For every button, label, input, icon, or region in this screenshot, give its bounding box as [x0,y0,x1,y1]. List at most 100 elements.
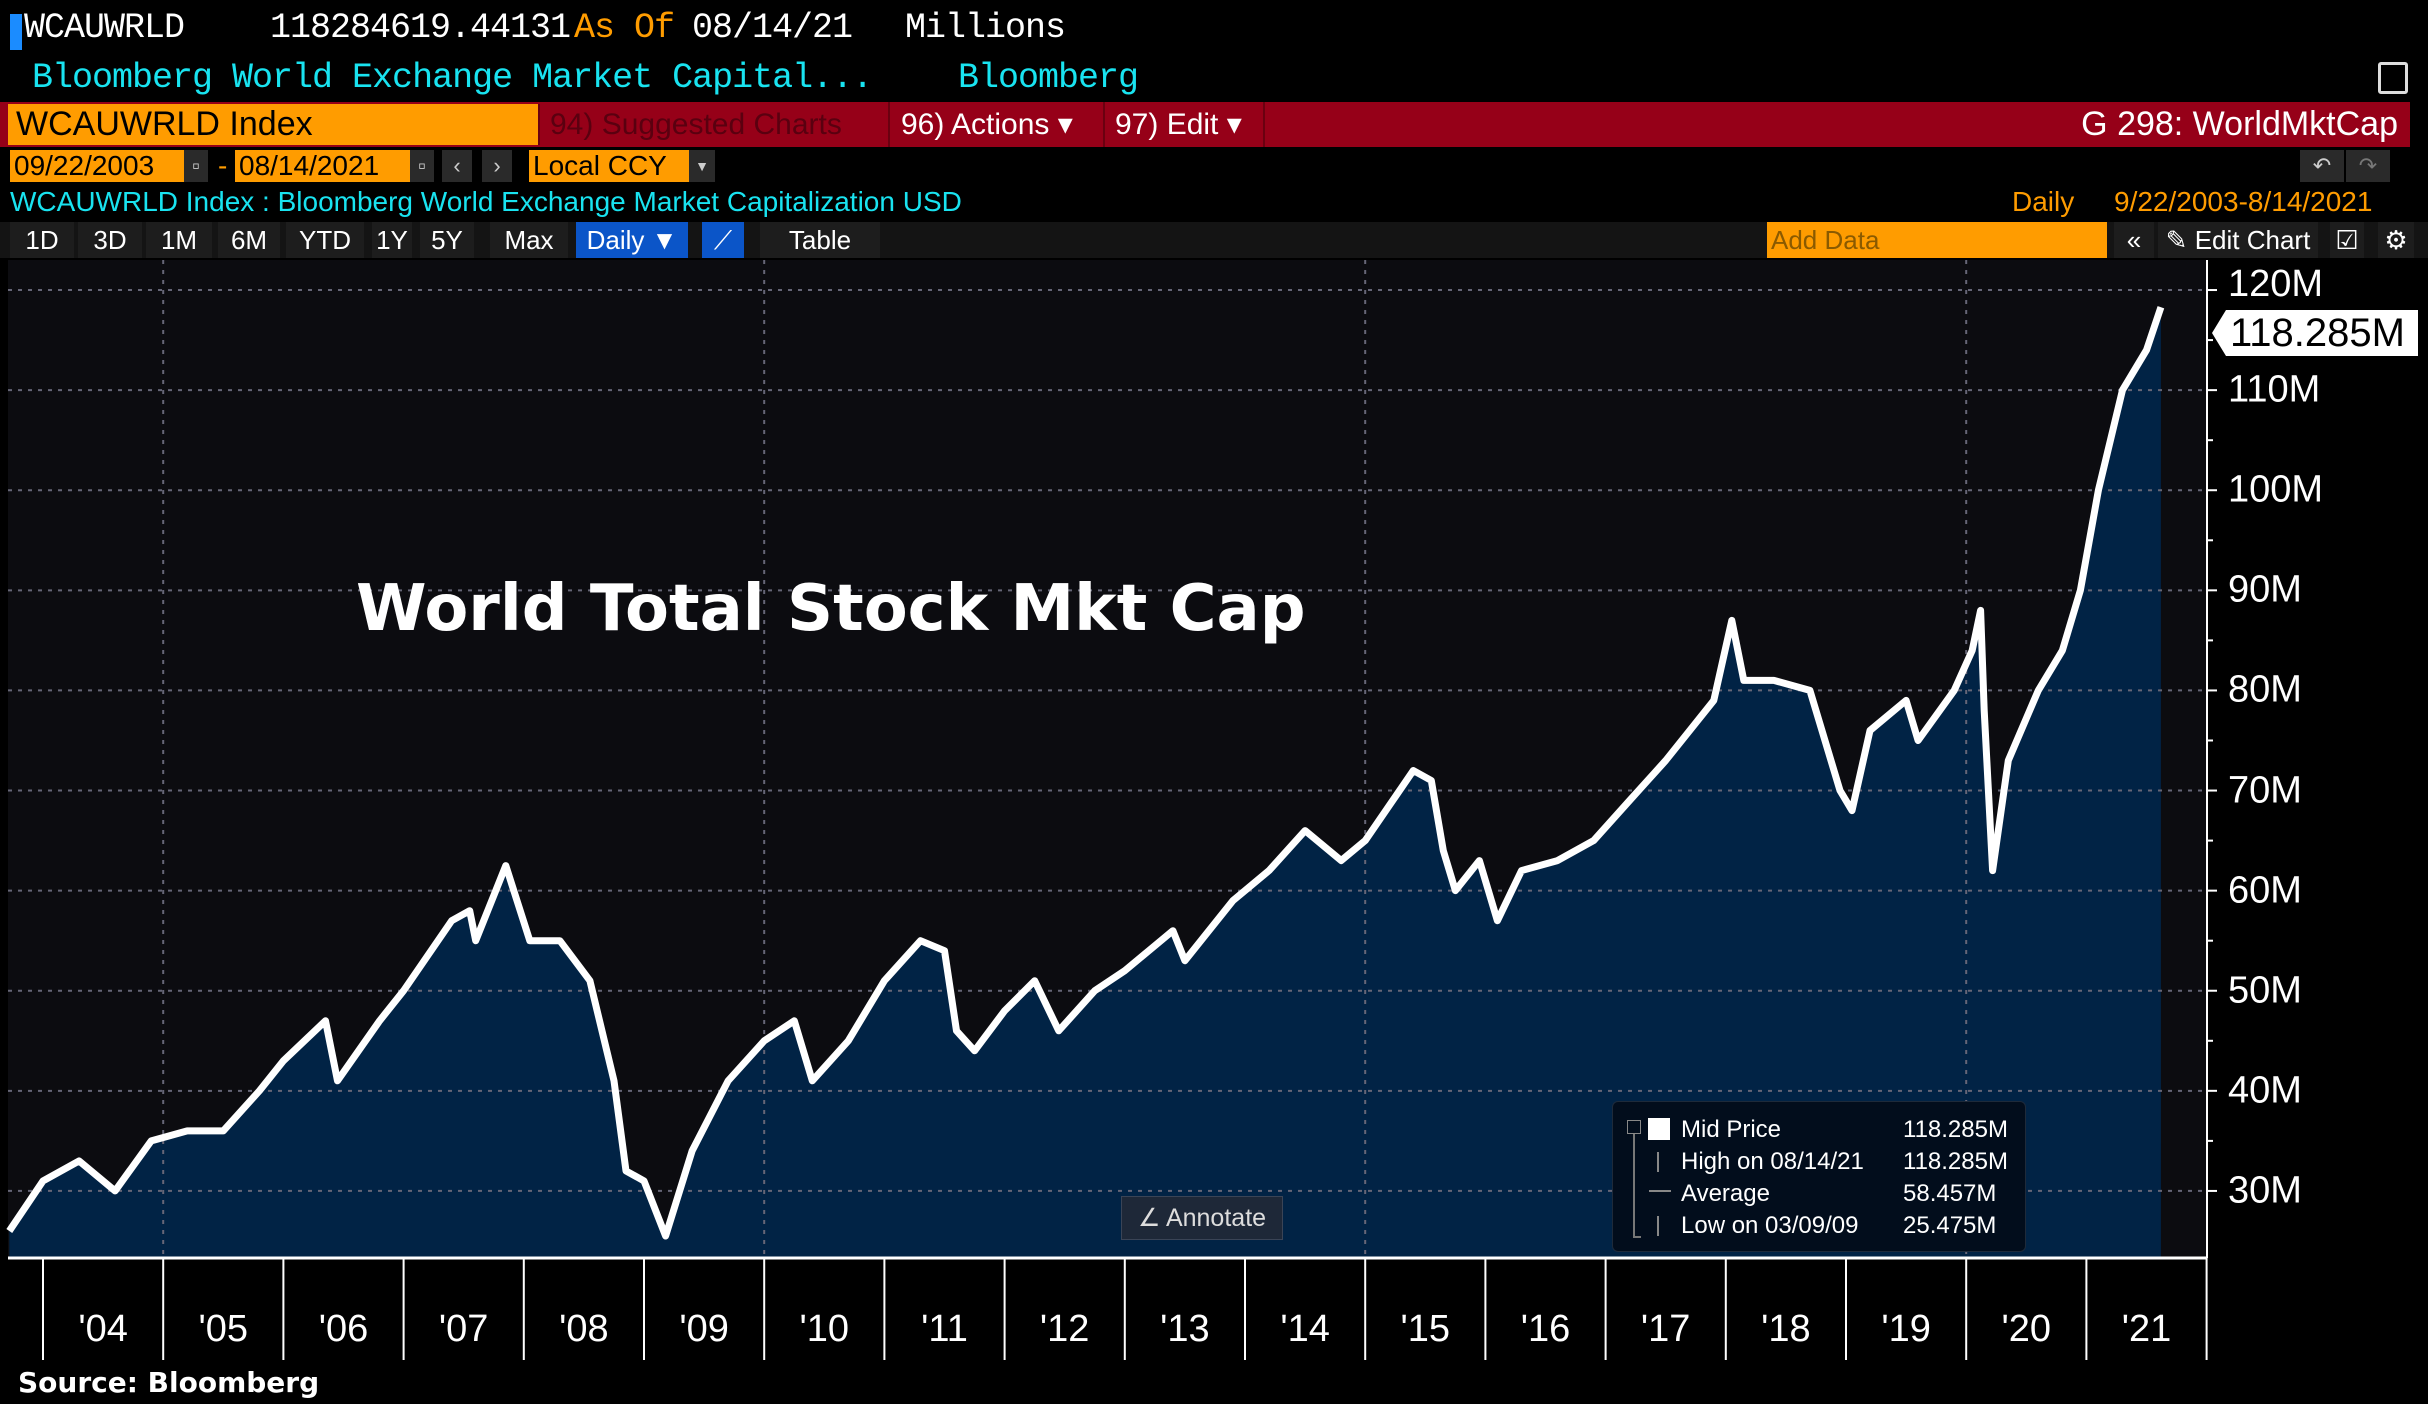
x-tick-label: '11 [921,1308,968,1350]
y-tick-label: 100M [2228,468,2324,511]
x-tick-label: '04 [78,1308,128,1350]
period-button-3d[interactable]: 3D [78,222,142,258]
popout-icon[interactable] [2378,62,2408,94]
date-separator: - [218,150,228,181]
collapse-icon[interactable]: « [2114,222,2154,258]
pencil-icon: ∠ [1137,1204,1161,1232]
period-button-1m[interactable]: 1M [146,222,212,258]
legend-value: 118.285M [1903,1148,2008,1175]
legend-value: 118.285M [1903,1116,2008,1143]
legend-label: Mid Price [1681,1116,1782,1143]
table-button[interactable]: Table [760,222,880,258]
frequency-label: Daily [2012,186,2075,217]
frequency-dropdown[interactable]: Daily ▼ [576,222,688,258]
x-tick-label: '16 [1520,1308,1571,1350]
x-tick-label: '07 [438,1308,489,1350]
y-tick-label: 110M [2228,368,2321,411]
legend-label: Low on 03/09/09 [1681,1212,1859,1239]
command-bar: WCAUWRLD Index 94) Suggested Charts 96) … [0,102,2410,147]
currency-dropdown-icon[interactable]: ▼ [689,150,715,182]
currency-select[interactable]: Local CCY [529,150,689,182]
pencil-icon: ✎ [2165,225,2188,255]
legend-value: 58.457M [1903,1180,1997,1207]
x-tick-label: '21 [2121,1308,2172,1350]
chart-subtitle: WCAUWRLD Index : Bloomberg World Exchang… [10,186,962,217]
y-tick-label: 40M [2228,1069,2302,1112]
y-tick-label: 70M [2228,769,2302,812]
as-of-date: 08/14/21 [692,8,853,48]
redo-button[interactable]: ↷ [2346,150,2390,182]
range-label: 9/22/2003-8/14/2021 [2114,186,2373,217]
footer-source: Source: Bloomberg [18,1366,320,1399]
y-tick-label: 120M [2228,263,2324,305]
x-tick-label: '10 [799,1308,850,1350]
y-tick-label: 90M [2228,568,2302,611]
high-icon [1657,1152,1659,1172]
chart [6,260,2217,1360]
period-button-1y[interactable]: 1Y [372,222,412,258]
chart-type-icon[interactable]: ⟋ [702,222,744,258]
period-button-ytd[interactable]: YTD [286,222,364,258]
period-button-1d[interactable]: 1D [10,222,74,258]
security-field[interactable]: WCAUWRLD Index [8,104,540,145]
units: Millions [905,8,1066,48]
x-tick-label: '20 [2001,1308,2052,1350]
next-period-button[interactable]: › [482,150,512,182]
legend: Mid Price 118.285M High on 08/14/21 118.… [1612,1101,2026,1252]
series-line [6,306,2165,1240]
ticker: WCAUWRLD [24,8,185,48]
low-icon [1657,1216,1659,1236]
source-name: Bloomberg [958,58,1139,98]
legend-value: 25.475M [1903,1212,1997,1239]
x-tick-label: '15 [1400,1308,1451,1350]
calendar-icon[interactable]: ▫ [410,150,434,182]
y-tick-label: 80M [2228,668,2302,711]
actions-button[interactable]: 96) Actions ▾ [893,102,1105,147]
end-date-field[interactable]: 08/14/2021 [235,150,410,182]
annotate-label: Annotate [1165,1204,1267,1232]
x-tick-label: '14 [1280,1308,1330,1350]
collapse-legend-icon[interactable] [1627,1120,1641,1134]
edit-chart-label: Edit Chart [2194,225,2311,255]
gear-icon[interactable]: ⚙ [2378,222,2414,258]
last-value: 118284619.44131 [270,8,571,48]
chart-id: G 298: WorldMktCap [2081,105,2398,143]
x-tick-label: '13 [1160,1308,1210,1350]
calendar-icon[interactable]: ▫ [184,150,208,182]
y-tick-label: 60M [2228,869,2302,912]
x-tick-label: '17 [1640,1308,1691,1350]
security-name: Bloomberg World Exchange Market Capital.… [32,58,873,98]
x-tick-label: '09 [679,1308,729,1350]
suggested-charts-button[interactable]: 94) Suggested Charts [542,102,890,147]
prev-period-button[interactable]: ‹ [442,150,472,182]
edit-chart-button[interactable]: ✎ Edit Chart [2158,222,2318,258]
legend-label: Average [1681,1180,1770,1207]
annotate-button[interactable]: ∠ Annotate [1121,1196,1283,1240]
legend-label: High on 08/14/21 [1681,1148,1864,1175]
period-button-6m[interactable]: 6M [218,222,280,258]
add-data-input[interactable]: Add Data [1767,222,2107,258]
period-button-max[interactable]: Max [490,222,568,258]
x-tick-label: '18 [1761,1308,1811,1350]
legend-tree-line [1633,1134,1641,1238]
x-tick-label: '08 [559,1308,609,1350]
x-tick-label: '05 [198,1308,249,1350]
x-tick-label: '12 [1039,1308,1090,1350]
mid-price-swatch [1648,1118,1670,1140]
x-tick-label: '19 [1881,1308,1931,1350]
as-of-label: As Of [574,8,675,48]
chart-title: World Total Stock Mkt Cap [356,572,1306,646]
series-area [9,307,2161,1258]
last-value-label [2212,310,2418,356]
start-date-field[interactable]: 09/22/2003 [10,150,184,182]
drawing-icon[interactable]: ☑ [2330,222,2364,258]
undo-button[interactable]: ↶ [2300,150,2344,182]
ticker-marker [10,14,22,50]
y-tick-label: 50M [2228,969,2302,1012]
y-tick-label: 30M [2228,1169,2302,1212]
average-icon [1649,1190,1671,1192]
last-value-text: 118.285M [2230,311,2405,355]
edit-button[interactable]: 97) Edit ▾ [1107,102,1265,147]
x-tick-label: '06 [318,1308,369,1350]
period-button-5y[interactable]: 5Y [420,222,474,258]
